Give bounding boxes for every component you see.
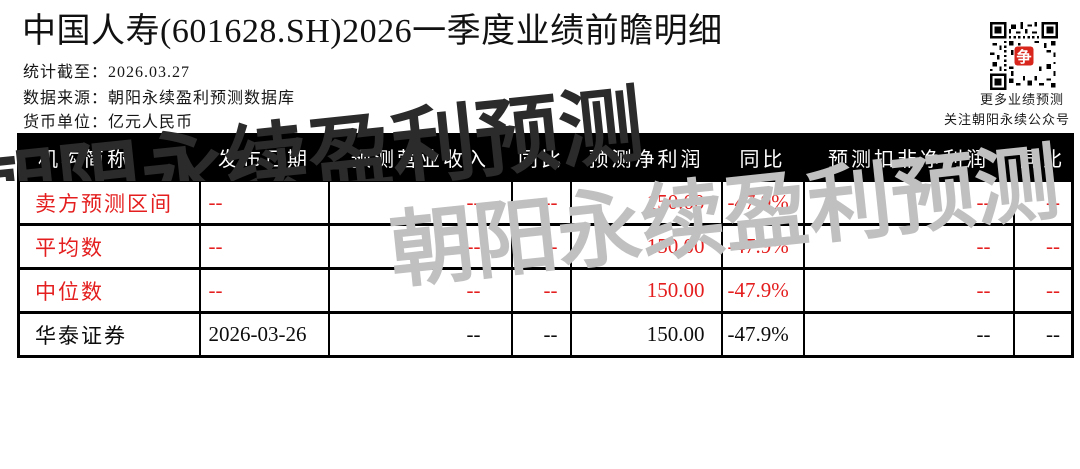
meta-data-source-label: 数据来源：	[23, 90, 109, 107]
cell-org: 华泰证券	[17, 311, 201, 358]
cell-org: 平均数	[17, 223, 201, 270]
meta-currency-unit-value: 亿元人民币	[108, 114, 194, 131]
cell-revenue-yoy: --	[510, 311, 572, 358]
qr-caption-line2: 关注朝阳永续公众号	[944, 112, 1071, 127]
col-header-deducted-yoy: 同比	[1013, 134, 1073, 181]
cell-deducted-yoy: --	[1012, 311, 1074, 358]
page-title: 中国人寿(601628.SH)2026一季度业绩前瞻明细	[22, 13, 723, 50]
cell-net-profit-yoy: -47.9%	[720, 223, 805, 270]
cell-revenue-yoy: --	[510, 179, 572, 226]
meta-currency-unit: 货币单位：亿元人民币	[23, 108, 193, 132]
table-header-row: 机构简称 发布日期 预测营业收入 同比 预测净利润 同比 预测扣非净利润 同比	[18, 134, 1073, 181]
meta-data-source: 数据来源：朝阳永续盈利预测数据库	[23, 84, 295, 108]
meta-stat-date-label: 统计截至：	[23, 64, 109, 81]
cell-net-profit: 150.00	[569, 179, 723, 226]
cell-revenue: --	[327, 223, 513, 270]
meta-stat-date: 统计截至：2026.03.27	[23, 58, 190, 82]
meta-stat-date-value: 2026.03.27	[108, 64, 191, 81]
col-header-net-profit-yoy: 同比	[721, 134, 804, 181]
cell-revenue: --	[327, 311, 513, 358]
cell-net-profit-yoy: -47.9%	[720, 179, 805, 226]
cell-net-profit: 150.00	[569, 311, 723, 358]
cell-deducted-yoy: --	[1012, 267, 1074, 314]
cell-publish-date: --	[198, 223, 330, 270]
col-header-revenue-yoy: 同比	[511, 134, 571, 181]
cell-deducted-profit: --	[802, 311, 1015, 358]
cell-net-profit: 150.00	[569, 267, 723, 314]
col-header-revenue: 预测营业收入	[328, 134, 512, 181]
meta-currency-unit-label: 货币单位：	[23, 114, 109, 131]
table-row-average: 平均数 -- -- -- 150.00 -47.9% -- --	[17, 223, 1074, 270]
table-row-huatai: 华泰证券 2026-03-26 -- -- 150.00 -47.9% -- -…	[17, 311, 1074, 358]
cell-deducted-profit: --	[802, 267, 1015, 314]
qr-logo-glyph: 争	[1016, 48, 1031, 66]
forecast-table: 机构简称 发布日期 预测营业收入 同比 预测净利润 同比 预测扣非净利润 同比 …	[17, 133, 1074, 358]
col-header-deducted-profit: 预测扣非净利润	[803, 134, 1014, 181]
meta-data-source-value: 朝阳永续盈利预测数据库	[108, 90, 296, 107]
qr-code-icon: 争	[990, 22, 1058, 90]
cell-deducted-yoy: --	[1012, 223, 1074, 270]
cell-org: 卖方预测区间	[17, 179, 201, 226]
cell-revenue: --	[327, 179, 513, 226]
qr-panel: 争 更多业绩预测 关注朝阳永续公众号	[944, 22, 1071, 130]
col-header-publish-date: 发布日期	[199, 134, 329, 181]
cell-deducted-profit: --	[802, 179, 1015, 226]
cell-deducted-profit: --	[802, 223, 1015, 270]
cell-deducted-yoy: --	[1012, 179, 1074, 226]
col-header-net-profit: 预测净利润	[570, 134, 722, 181]
table-row-sellside-range: 卖方预测区间 -- -- -- 150.00 -47.9% -- --	[17, 179, 1074, 226]
cell-net-profit-yoy: -47.9%	[720, 311, 805, 358]
cell-net-profit-yoy: -47.9%	[720, 267, 805, 314]
cell-revenue-yoy: --	[510, 223, 572, 270]
cell-revenue: --	[327, 267, 513, 314]
cell-revenue-yoy: --	[510, 267, 572, 314]
qr-caption-line1: 更多业绩预测	[979, 92, 1064, 107]
qr-logo-badge	[1014, 46, 1034, 66]
table-row-median: 中位数 -- -- -- 150.00 -47.9% -- --	[17, 267, 1074, 314]
cell-publish-date: 2026-03-26	[198, 311, 330, 358]
col-header-org: 机构简称	[18, 134, 200, 181]
cell-publish-date: --	[198, 267, 330, 314]
cell-net-profit: 150.00	[569, 223, 723, 270]
cell-publish-date: --	[198, 179, 330, 226]
cell-org: 中位数	[17, 267, 201, 314]
